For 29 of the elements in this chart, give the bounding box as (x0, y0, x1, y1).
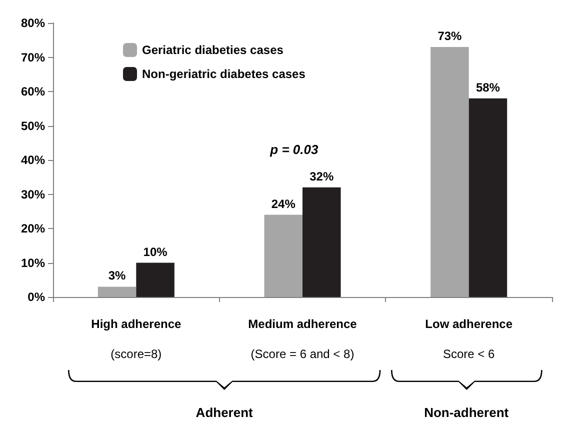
data-label: 24% (271, 196, 296, 211)
y-tick-label: 70% (20, 50, 46, 64)
y-tick-label: 50% (20, 118, 46, 133)
y-tick-label: 30% (20, 187, 46, 202)
data-label: 10% (143, 244, 168, 259)
category-label: High adherence (score=8) (91, 317, 182, 361)
data-label: 58% (476, 80, 500, 94)
y-tick-label: 40% (20, 153, 46, 167)
text: Non-adherent (424, 405, 510, 420)
category-label: Medium adherence (Score = 6 and < 8) (248, 317, 357, 361)
bar (302, 187, 341, 297)
annotation: p = 0.03 (269, 142, 319, 157)
y-tick-label: 60% (20, 84, 46, 98)
bar (98, 286, 136, 297)
y-tick-label: 0% (28, 290, 46, 304)
y-tick-label: 80% (20, 16, 46, 30)
bar (468, 98, 508, 297)
legend-label: Geriatric diabeties cases (142, 43, 284, 57)
bar (264, 214, 302, 297)
category-label: Low adherence Score < 6 (425, 317, 513, 361)
data-label: 32% (310, 169, 334, 184)
y-tick-label: 10% (20, 256, 46, 270)
data-label: 3% (108, 268, 126, 283)
bar (430, 46, 469, 297)
bar (136, 262, 174, 297)
y-tick-label: 20% (20, 222, 46, 236)
text: Adherent (196, 405, 254, 420)
data-label: 73% (438, 28, 462, 43)
legend-label: Non-geriatric diabetes cases (142, 67, 306, 81)
